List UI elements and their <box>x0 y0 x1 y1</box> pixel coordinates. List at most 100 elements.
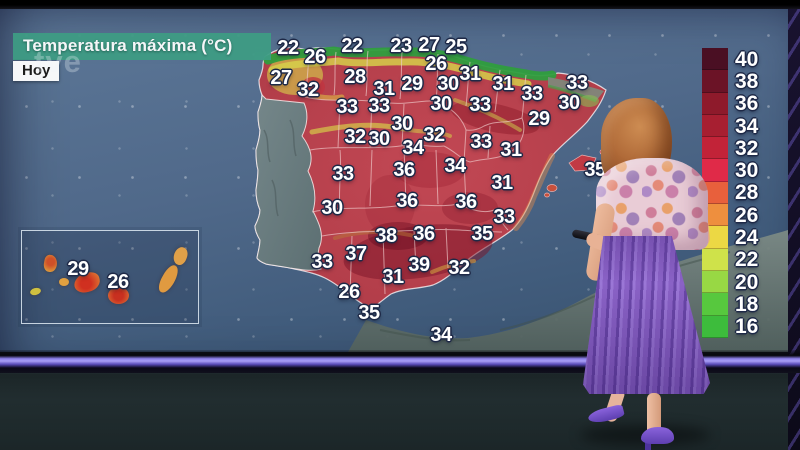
scale-label: 18 <box>735 292 759 316</box>
scale-row: 28 <box>702 181 759 205</box>
temp-label: 33 <box>336 96 358 118</box>
presenter-blouse <box>596 158 708 250</box>
temp-label: 22 <box>341 35 363 57</box>
canary-island-gran-canaria <box>108 287 129 304</box>
temp-label: 30 <box>391 113 413 135</box>
temp-label: 34 <box>402 137 424 159</box>
temp-label: 26 <box>425 53 447 75</box>
scale-swatch <box>702 204 728 227</box>
canary-islands-inset <box>21 230 199 324</box>
temp-label: 32 <box>423 124 445 146</box>
portugal-landmass <box>254 93 322 271</box>
scale-swatch <box>702 48 728 71</box>
scale-row: 34 <box>702 114 759 138</box>
temp-label: 34 <box>430 324 452 346</box>
temp-label: 32 <box>448 257 470 279</box>
canary-island-la-gomera <box>59 278 69 286</box>
temp-label: 27 <box>270 67 292 89</box>
temp-label: 30 <box>321 197 343 219</box>
scale-label: 34 <box>735 114 759 138</box>
temp-label: 26 <box>107 271 129 293</box>
canary-island-lanzarote <box>171 245 190 267</box>
temp-label: 33 <box>566 72 588 94</box>
scale-label: 38 <box>735 69 759 93</box>
temp-label: 32 <box>297 79 319 101</box>
scale-row: 40 <box>702 47 759 71</box>
scale-swatch <box>702 181 728 205</box>
scale-row: 36 <box>702 92 759 116</box>
scale-label: 36 <box>735 92 759 116</box>
temp-label: 33 <box>311 251 333 273</box>
temp-label: 36 <box>455 191 477 213</box>
temp-label: 33 <box>368 95 390 117</box>
temp-label: 32 <box>344 126 366 148</box>
scale-row: 20 <box>702 270 758 294</box>
temp-label: 30 <box>558 92 580 114</box>
temp-label: 37 <box>345 243 367 265</box>
scale-label: 30 <box>735 159 759 183</box>
region-borders <box>304 50 527 297</box>
scale-row: 16 <box>702 315 758 338</box>
temp-label: 30 <box>437 73 459 95</box>
canary-island-la-palma <box>42 254 59 273</box>
scale-label: 22 <box>735 248 759 272</box>
temp-label: 33 <box>493 206 515 228</box>
scale-swatch <box>702 159 728 182</box>
temperature-scale: 40 38 36 34 32 30 28 26 24 22 20 18 16 <box>702 48 758 338</box>
scale-swatch <box>702 270 728 294</box>
canary-island-el-hierro <box>29 286 42 297</box>
temp-label: 36 <box>396 190 418 212</box>
scale-swatch <box>702 114 728 138</box>
temp-label: 34 <box>444 155 466 177</box>
scale-label: 40 <box>735 47 759 71</box>
tve-watermark-logo: tve <box>34 44 82 79</box>
scale-label: 28 <box>735 181 759 205</box>
scale-swatch <box>702 92 728 115</box>
scale-label: 32 <box>735 136 759 160</box>
presenter-right-heel <box>645 440 651 450</box>
temp-label: 31 <box>492 73 514 95</box>
scale-label: 26 <box>735 203 759 227</box>
temp-label: 31 <box>500 139 522 161</box>
temp-label: 33 <box>332 163 354 185</box>
temp-label: 38 <box>375 225 397 247</box>
temp-label: 27 <box>418 34 440 56</box>
temp-label: 35 <box>471 223 493 245</box>
presenter-right-shoe <box>641 427 674 444</box>
temp-label: 23 <box>390 35 412 57</box>
temp-label: 22 <box>277 37 299 59</box>
temp-label: 30 <box>368 128 390 150</box>
scale-row: 32 <box>702 136 759 160</box>
canary-island-fuerteventura <box>155 262 182 296</box>
scale-swatch <box>702 293 728 316</box>
presenter-skirt <box>583 236 710 394</box>
temp-label: 31 <box>382 266 404 288</box>
temp-label: 35 <box>584 159 606 181</box>
scale-row: 30 <box>702 159 759 183</box>
temp-label: 29 <box>528 108 550 130</box>
weather-presenter <box>555 88 725 450</box>
temp-label: 26 <box>304 46 326 68</box>
temp-label: 25 <box>445 36 467 58</box>
temp-label: 31 <box>491 172 513 194</box>
scale-label: 24 <box>735 226 759 250</box>
temp-label: 30 <box>430 93 452 115</box>
scale-swatch <box>702 248 728 271</box>
temp-label: 33 <box>469 94 491 116</box>
map-title-bar: Temperatura máxima (°C) <box>13 33 271 60</box>
day-label: Hoy <box>13 61 60 81</box>
temp-label: 33 <box>470 131 492 153</box>
presenter-left-shoe <box>586 403 626 426</box>
temp-label: 35 <box>358 302 380 324</box>
temp-label: 29 <box>401 73 423 95</box>
scale-row: 38 <box>702 69 759 93</box>
temperature-shading <box>263 46 604 280</box>
temp-label: 33 <box>521 83 543 105</box>
temp-label: 39 <box>408 254 430 276</box>
temp-label: 26 <box>338 281 360 303</box>
map-title: Temperatura máxima (°C) <box>23 36 233 55</box>
scale-row: 18 <box>702 292 759 316</box>
scale-swatch <box>702 315 728 338</box>
temp-label: 28 <box>344 66 366 88</box>
temp-label: 36 <box>413 223 435 245</box>
